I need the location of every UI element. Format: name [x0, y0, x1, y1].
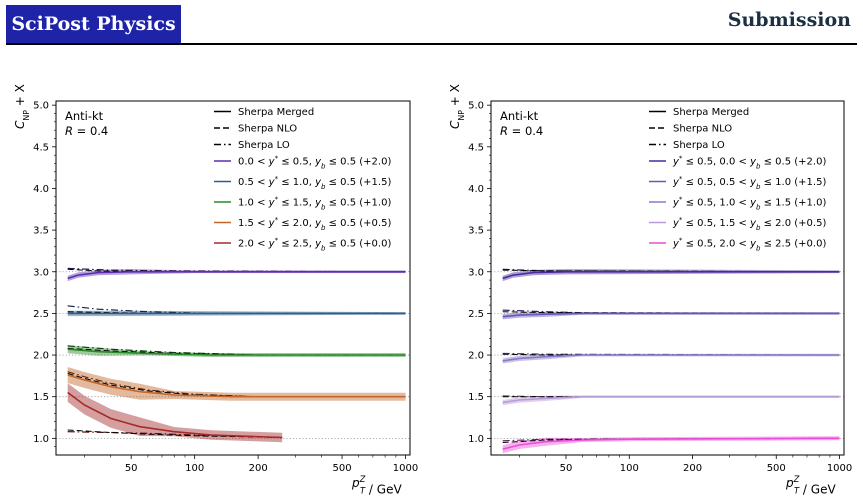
x-tick-label: 50 — [125, 463, 138, 474]
legend-style-1-label: Sherpa Merged — [238, 107, 314, 118]
x-tick-label: 1000 — [827, 463, 852, 474]
y-tick-label: 5.0 — [33, 101, 49, 112]
x-tick-label: 500 — [767, 463, 786, 474]
y-tick-label: 1.0 — [33, 434, 49, 445]
legend-series-5-label: y* ≤ 0.5, 2.0 < yb ≤ 2.5 (+0.0) — [672, 237, 826, 253]
y-tick-label: 2.5 — [468, 309, 484, 320]
legend-style-3-label: Sherpa LO — [238, 140, 290, 151]
submission-label: Submission — [727, 9, 851, 31]
legend-series-4-label: 1.5 < y* ≤ 2.0, yb ≤ 0.5 (+0.5) — [238, 216, 391, 232]
x-tick-label: 200 — [249, 463, 268, 474]
y-tick-label: 2.5 — [33, 309, 49, 320]
y-tick-label: 3.5 — [468, 226, 484, 237]
y-tick-label: 3.5 — [33, 226, 49, 237]
series-3-lo-outline — [67, 345, 406, 356]
legend-series-3-label: y* ≤ 0.5, 1.0 < yb ≤ 1.5 (+1.0) — [672, 196, 826, 212]
series-5-merged-line — [502, 437, 840, 450]
y-axis-label: CNP + X — [448, 84, 466, 129]
legend-series-4-label: y* ≤ 0.5, 1.5 < yb ≤ 2.0 (+0.5) — [672, 216, 826, 232]
x-tick-label: 1000 — [393, 463, 418, 474]
y-tick-label: 4.5 — [468, 142, 484, 153]
y-tick-label: 1.5 — [468, 392, 484, 403]
plot-frame — [490, 100, 845, 456]
y-tick-label: 3.0 — [468, 267, 484, 278]
legend-style-3-label: Sherpa LO — [673, 140, 725, 151]
y-tick-label: 1.0 — [468, 434, 484, 445]
x-tick-label: 100 — [620, 463, 639, 474]
y-tick-label: 1.5 — [33, 392, 49, 403]
y-axis-label-group: CNP + X — [448, 84, 466, 129]
y-tick-label: 2.0 — [33, 351, 49, 362]
chart-panel-2: 1.0 1.5 2.0 2.5 3.0 3.5 4.0 4.5 5.0 50 100 200 500 10… — [448, 84, 852, 496]
series-5-nlo-line — [67, 429, 283, 438]
x-tick-label: 200 — [683, 463, 702, 474]
y-tick-label: 3.0 — [33, 267, 49, 278]
series-4-merged-line — [502, 395, 840, 404]
legend-series-1-label: y* ≤ 0.5, 0.0 < yb ≤ 0.5 (+2.0) — [672, 155, 826, 171]
series-5-band — [67, 383, 283, 443]
chart-panel-1: 1.0 1.5 2.0 2.5 3.0 3.5 4.0 4.5 5.0 50 100 200 500 10… — [13, 84, 418, 496]
y-tick-label: 2.0 — [468, 351, 484, 362]
series-1-merged-line — [67, 271, 406, 280]
y-tick-label: 4.0 — [33, 184, 49, 195]
x-tick-label: 500 — [333, 463, 352, 474]
y-tick-label: 4.5 — [33, 142, 49, 153]
page-header: SciPost Physics Submission — [0, 0, 863, 48]
y-axis-label-group: CNP + X — [13, 84, 31, 129]
series-3-merged-line — [502, 354, 840, 362]
x-tick-label: 50 — [560, 463, 573, 474]
header-rule — [6, 43, 857, 45]
y-tick-label: 5.0 — [468, 101, 484, 112]
legend-series-3-label: 1.0 < y* ≤ 1.5, yb ≤ 0.5 (+1.0) — [238, 196, 391, 212]
series-5-merged-line — [67, 391, 283, 439]
legend-style-2-label: Sherpa NLO — [238, 124, 297, 135]
x-tick-label: 100 — [185, 463, 204, 474]
legend-style-1-label: Sherpa Merged — [673, 107, 749, 118]
legend-series-1-label: 0.0 < y* ≤ 0.5, yb ≤ 0.5 (+2.0) — [238, 155, 391, 171]
legend-style-2-label: Sherpa NLO — [673, 124, 732, 135]
y-axis-label: CNP + X — [13, 84, 31, 129]
y-tick-label: 4.0 — [468, 184, 484, 195]
plot-frame — [55, 100, 411, 456]
x-axis-label: pZ T / GeV — [785, 474, 836, 497]
series-3-band — [502, 353, 840, 364]
series-4-band — [502, 395, 840, 406]
algorithm-annotation: Anti-kt — [65, 109, 104, 123]
legend-series-2-label: 0.5 < y* ≤ 1.0, yb ≤ 0.5 (+1.5) — [238, 175, 391, 191]
journal-brand: SciPost Physics — [6, 5, 181, 43]
x-axis-label: pZ T / GeV — [351, 474, 402, 497]
series-4-merged-line — [67, 374, 406, 398]
algorithm-annotation: Anti-kt — [500, 109, 539, 123]
series-3-merged-line — [67, 348, 406, 356]
series-2-merged-line — [502, 312, 840, 318]
radius-annotation: R = 0.4 — [500, 124, 543, 138]
legend-series-5-label: 2.0 < y* ≤ 2.5, yb ≤ 0.5 (+0.0) — [238, 237, 391, 253]
radius-annotation: R = 0.4 — [65, 124, 108, 138]
series-1-merged-line — [502, 271, 840, 280]
legend-series-2-label: y* ≤ 0.5, 0.5 < yb ≤ 1.0 (+1.5) — [672, 175, 826, 191]
